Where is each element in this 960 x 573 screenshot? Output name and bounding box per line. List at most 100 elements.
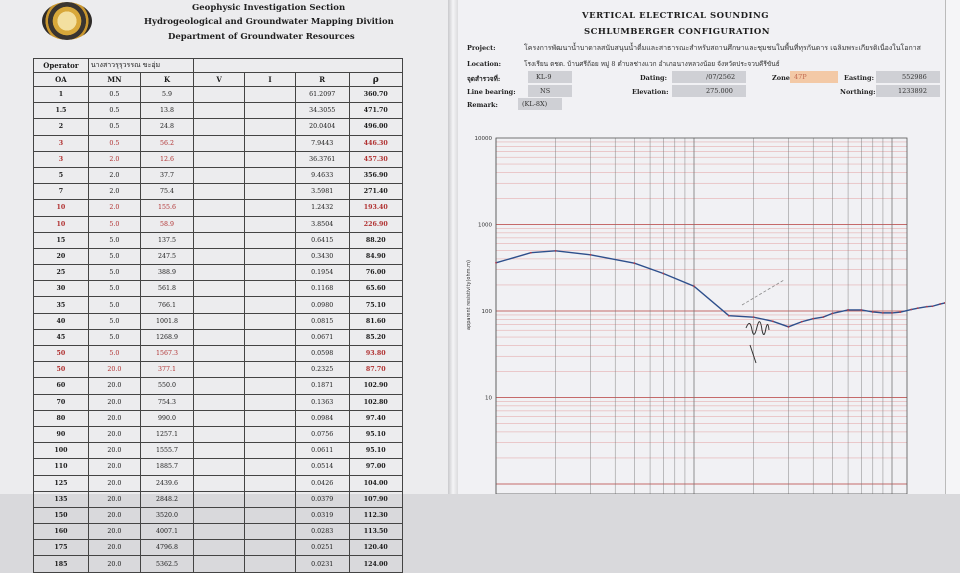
cell-oa: 150: [33, 506, 89, 525]
northing-value: 1233892: [898, 87, 927, 95]
cell-oa: 100: [33, 442, 89, 460]
cell-mn: 5.0: [87, 215, 141, 233]
cell-r: 0.0980: [294, 296, 350, 314]
table-row: 160 20.0 4007.1 0.0283 113.50: [33, 523, 404, 541]
cell-mn: 20.0: [87, 474, 141, 492]
cell-v: [193, 458, 246, 476]
cell-oa: 1.5: [33, 102, 89, 120]
cell-rho: 120.40: [348, 539, 404, 557]
cell-mn: 5.0: [87, 344, 141, 363]
cell-rho: 193.40: [348, 199, 404, 217]
cell-r: 0.1363: [294, 393, 350, 411]
cell-v: [193, 215, 246, 233]
table-row: 25 5.0 388.9 0.1954 76.00: [33, 264, 404, 282]
section-title: Geophysic Investigation Section: [192, 3, 346, 13]
cell-rho: 97.00: [348, 458, 404, 476]
data-point: [787, 325, 790, 328]
cell-r: 0.0514: [294, 458, 350, 476]
cell-v: [193, 183, 246, 201]
cell-oa: 110: [33, 458, 89, 476]
cell-oa: 35: [33, 296, 89, 314]
cell-i: [244, 247, 296, 266]
col-k: K: [139, 72, 195, 87]
elevation-box: [672, 85, 746, 97]
cell-r: 1.2432: [294, 199, 350, 217]
remark-value: (KL-8X): [522, 100, 548, 108]
table-row: 50 5.0 1567.3 0.0598 93.80: [33, 344, 404, 363]
cell-k: 37.7: [139, 166, 195, 185]
cell-oa: 3: [33, 150, 89, 168]
cell-r: 0.0598: [294, 344, 350, 363]
resistivity-chart: 10000 1000 100 10 apparent resistivity(ohm.…: [466, 136, 946, 494]
cell-mn: 5.0: [87, 296, 141, 314]
cell-v: [193, 118, 246, 136]
cell-rho: 496.00: [348, 118, 404, 136]
cell-mn: 5.0: [87, 264, 141, 282]
cell-r: 7.9443: [294, 134, 350, 152]
cell-rho: 93.80: [348, 344, 404, 363]
table-row: 100 20.0 1555.7 0.0611 95.10: [33, 442, 404, 460]
data-point: [554, 249, 557, 252]
cell-i: [244, 425, 296, 444]
data-point: [871, 311, 874, 313]
plot-frame: [495, 137, 908, 494]
table-row: 175 20.0 4796.8 0.0251 120.40: [33, 539, 404, 557]
cell-rho: 97.40: [348, 409, 404, 427]
cell-rho: 85.20: [348, 328, 404, 347]
data-point: [727, 314, 730, 317]
data-point: [860, 309, 863, 311]
cell-i: [244, 199, 296, 217]
cell-r: 0.1871: [294, 377, 350, 395]
cell-oa: 50: [33, 344, 89, 363]
zone-label: Zone:: [772, 74, 793, 82]
data-point: [812, 317, 815, 320]
table-row: 10 2.0 155.6 1.2432 193.40: [33, 199, 404, 217]
cell-mn: 20.0: [87, 377, 141, 395]
cell-k: 1885.7: [139, 458, 195, 476]
point-value: KL-9: [536, 73, 552, 81]
cell-mn: 2.0: [87, 166, 141, 185]
cell-i: [244, 344, 296, 363]
table-row: 35 5.0 766.1 0.0980 75.10: [33, 296, 404, 314]
cell-k: 766.1: [139, 296, 195, 314]
cell-i: [244, 539, 296, 557]
table-row: 7 2.0 75.4 3.5981 271.40: [33, 183, 404, 201]
cell-oa: 80: [33, 409, 89, 427]
cell-rho: 457.30: [348, 150, 404, 168]
cell-r: 0.0319: [294, 506, 350, 525]
elevation-value: 275.000: [706, 87, 733, 95]
cell-k: 2439.6: [139, 474, 195, 492]
col-r: R: [294, 72, 350, 87]
cell-r: 0.1168: [294, 280, 350, 298]
northing-box: [876, 85, 940, 97]
line-bearing-label: Line bearing:: [467, 88, 516, 96]
table-row: 80 20.0 990.0 0.0984 97.40: [33, 409, 404, 427]
chart-subtitle: SCHLUMBERGER CONFIGURATION: [584, 27, 771, 37]
table-row: 45 5.0 1268.9 0.0671 85.20: [33, 328, 404, 347]
cell-k: 1268.9: [139, 328, 195, 347]
data-point: [693, 285, 695, 288]
series-line: [495, 250, 946, 328]
cell-v: [193, 523, 246, 541]
cell-r: 0.0611: [294, 442, 350, 460]
table-row: 90 20.0 1257.1 0.0756 95.10: [33, 425, 404, 444]
cell-k: 5362.5: [139, 555, 195, 573]
cell-r: 9.4633: [294, 166, 350, 185]
cell-rho: 113.50: [348, 523, 404, 541]
cell-k: 58.9: [139, 215, 195, 233]
cell-r: 20.0404: [294, 118, 350, 136]
cell-i: [244, 150, 296, 168]
cell-rho: 87.70: [348, 361, 404, 379]
cell-mn: 20.0: [87, 555, 141, 573]
cell-r: 0.0984: [294, 409, 350, 427]
data-point: [822, 316, 825, 318]
table-row: 40 5.0 1001.8 0.0815 81.60: [33, 312, 404, 330]
cell-v: [193, 425, 246, 444]
col-v: V: [193, 72, 246, 87]
cell-r: 0.0283: [294, 523, 350, 541]
cell-v: [193, 361, 246, 379]
data-point: [529, 251, 532, 254]
table-row: 3 2.0 12.6 36.3761 457.30: [33, 150, 404, 168]
cell-mn: 20.0: [87, 442, 141, 460]
project-label: Project:: [467, 44, 496, 52]
